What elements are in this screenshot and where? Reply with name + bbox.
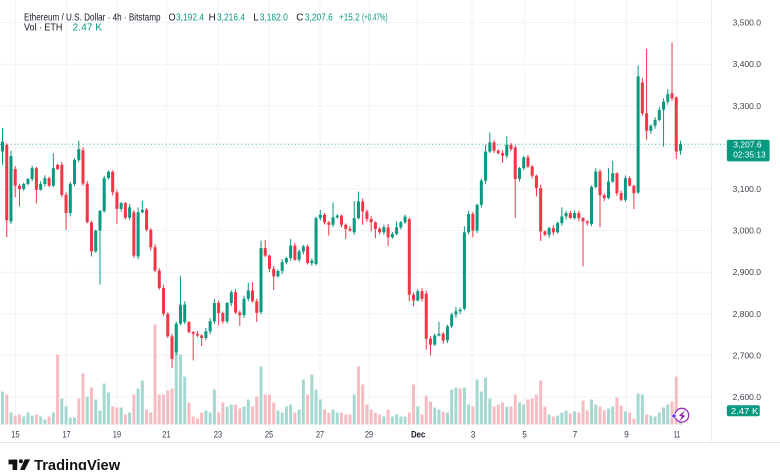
- svg-text:3,207.6: 3,207.6: [733, 140, 761, 150]
- svg-text:9: 9: [624, 430, 629, 440]
- svg-text:(+0.47%): (+0.47%): [362, 12, 388, 23]
- svg-text:19: 19: [113, 430, 121, 440]
- svg-text:3,192.4: 3,192.4: [176, 12, 204, 23]
- svg-text:2.47 K: 2.47 K: [731, 406, 759, 416]
- svg-text:29: 29: [365, 430, 373, 440]
- svg-text:25: 25: [265, 430, 273, 440]
- svg-text:2,900.0: 2,900.0: [733, 267, 762, 277]
- svg-text:3,400.0: 3,400.0: [733, 59, 762, 69]
- svg-text:2,700.0: 2,700.0: [733, 350, 762, 360]
- svg-text:3,182.0: 3,182.0: [260, 12, 288, 23]
- svg-text:C: C: [296, 12, 304, 23]
- svg-text:7: 7: [573, 430, 578, 440]
- svg-text:5: 5: [522, 430, 527, 440]
- svg-text:O: O: [169, 12, 176, 23]
- svg-text:17: 17: [62, 430, 70, 440]
- svg-text:3,300.0: 3,300.0: [733, 101, 762, 111]
- svg-text:15: 15: [11, 430, 19, 440]
- svg-text:23: 23: [214, 430, 222, 440]
- svg-text:Dec: Dec: [411, 430, 425, 440]
- svg-text:3,216.4: 3,216.4: [217, 12, 245, 23]
- svg-text:Vol · ETH: Vol · ETH: [24, 23, 62, 34]
- svg-text:2,800.0: 2,800.0: [733, 309, 762, 319]
- svg-text:2,600.0: 2,600.0: [733, 392, 762, 402]
- svg-text:3,500.0: 3,500.0: [733, 18, 762, 28]
- svg-text:3,000.0: 3,000.0: [733, 226, 762, 236]
- svg-text:27: 27: [316, 430, 324, 440]
- svg-text:2.47 K: 2.47 K: [73, 23, 103, 34]
- svg-text:3,100.0: 3,100.0: [733, 184, 762, 194]
- svg-text:11: 11: [674, 430, 680, 440]
- svg-text:3,207.6: 3,207.6: [305, 12, 333, 23]
- svg-text:TradingView: TradingView: [34, 457, 120, 470]
- svg-text:H: H: [209, 12, 216, 23]
- svg-text:L: L: [253, 12, 259, 23]
- svg-text:+15.2: +15.2: [339, 12, 360, 23]
- svg-text:21: 21: [162, 430, 170, 440]
- svg-text:02:35:13: 02:35:13: [733, 150, 766, 160]
- svg-text:3: 3: [471, 430, 476, 440]
- svg-text:Ethereum / U.S. Dollar · 4h ·: Ethereum / U.S. Dollar · 4h · Bitstamp: [24, 12, 161, 23]
